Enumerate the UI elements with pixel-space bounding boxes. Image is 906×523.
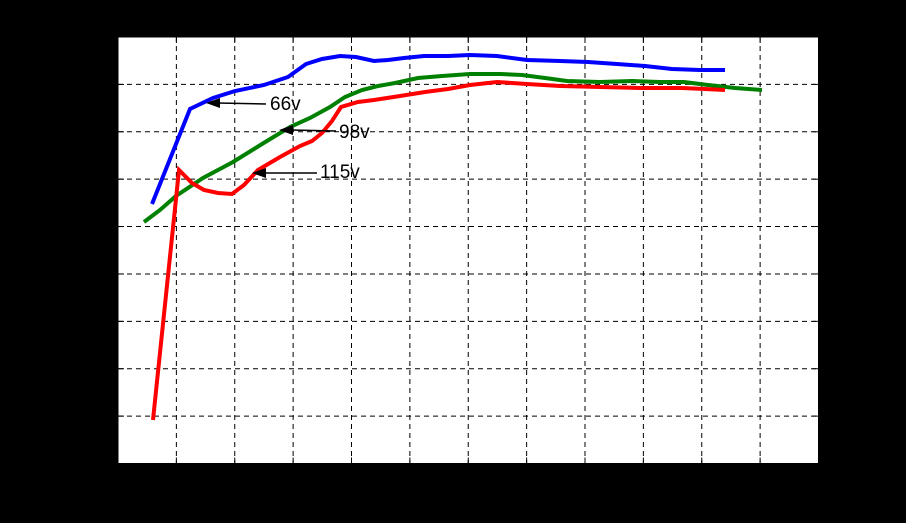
series-line-66v — [150, 52, 725, 205]
annotation-label-98v: 98v — [339, 122, 370, 143]
annotation-arrowhead-115v — [252, 168, 266, 178]
annotation-arrowhead-66v — [206, 98, 220, 108]
annotation-arrow-line-98v — [290, 129, 337, 132]
series-line-115v — [151, 79, 726, 421]
annotation-arrow-line-66v — [217, 102, 267, 105]
annotation-label-115v: 115v — [320, 162, 360, 183]
series-line-98v — [142, 72, 763, 224]
annotation-label-66v: 66v — [270, 94, 301, 115]
annotation-arrowhead-98v — [279, 125, 293, 135]
